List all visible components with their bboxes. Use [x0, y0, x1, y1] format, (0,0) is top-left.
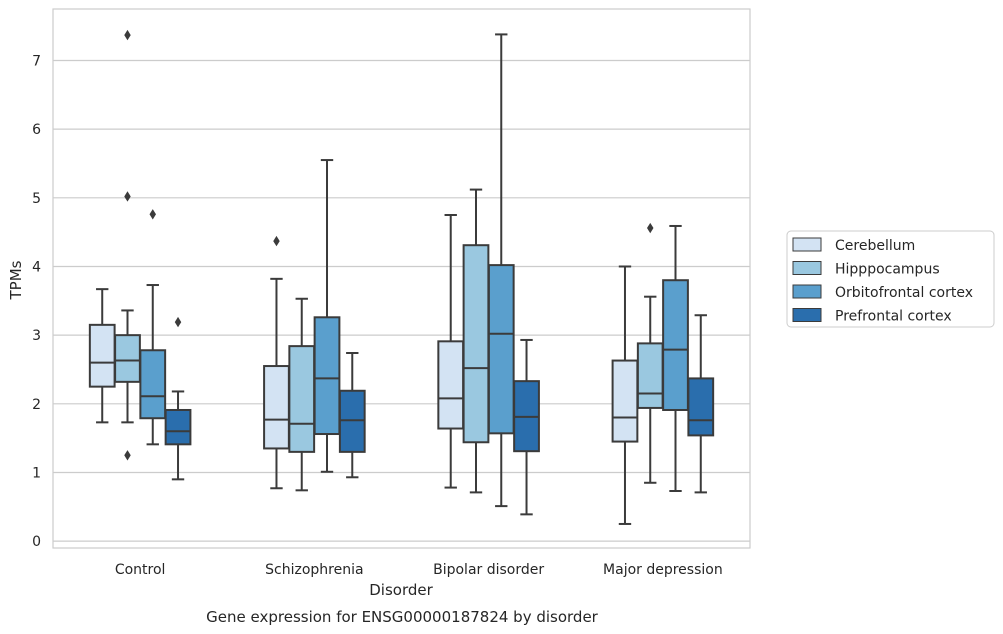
legend-swatch — [792, 284, 822, 299]
outlier-point — [124, 450, 131, 461]
legend-frame — [786, 230, 995, 328]
box — [487, 33, 515, 508]
y-tick-label: 5 — [32, 191, 41, 207]
y-tick-label: 3 — [32, 328, 41, 344]
y-tick-label: 7 — [32, 53, 41, 69]
y-tick-label: 0 — [32, 534, 41, 550]
outlier-point — [149, 209, 156, 220]
x-axis-ticks: Control Schizophrenia Bipolar disorder Majo… — [115, 562, 723, 578]
box — [636, 222, 664, 484]
outlier-point — [174, 316, 182, 328]
box — [662, 224, 689, 493]
box-body — [462, 244, 490, 444]
x-tick-label: Bipolar disorder — [433, 562, 544, 578]
legend-label: Orbitofrontal cortex — [835, 285, 973, 301]
box-groups — [88, 29, 715, 525]
y-tick-label: 2 — [32, 397, 41, 413]
box-body — [288, 345, 316, 453]
box-body — [636, 342, 664, 409]
y-tick-label: 4 — [32, 259, 41, 275]
box — [338, 351, 366, 479]
box-body — [114, 334, 141, 383]
box-body — [611, 359, 639, 443]
plot-frame — [52, 8, 751, 549]
box-body — [263, 365, 290, 450]
legend-swatch — [792, 308, 822, 322]
plot-area — [53, 9, 750, 548]
legend-label: Prefrontal cortex — [835, 309, 952, 325]
x-tick-label: Schizophrenia — [265, 562, 363, 578]
x-tick-label: Control — [115, 562, 166, 578]
y-tick-label: 6 — [32, 122, 41, 138]
box-body — [88, 323, 116, 388]
box-body — [662, 279, 689, 411]
figure-caption: Gene expression for ENSG00000187824 by d… — [206, 608, 599, 626]
box-body — [139, 349, 167, 420]
box — [611, 265, 639, 525]
y-axis-title: TPMs — [7, 260, 25, 300]
outlier-point — [124, 29, 131, 41]
y-axis-ticks: 0 1 2 3 4 5 6 7 — [32, 53, 41, 550]
box-body — [338, 389, 366, 453]
legend-swatch — [792, 237, 822, 252]
box-body — [313, 316, 341, 436]
grid-lines — [53, 59, 750, 542]
legend: Cerebellum Hipppocampus Orbitofrontal cort… — [786, 230, 995, 328]
y-tick-label: 1 — [32, 465, 41, 481]
box — [313, 159, 341, 473]
x-axis-title: Disorder — [369, 581, 433, 599]
box-body — [164, 408, 192, 446]
box-body — [487, 264, 515, 435]
box — [114, 29, 141, 461]
box — [88, 288, 116, 424]
box — [263, 235, 290, 490]
box — [164, 316, 192, 481]
legend-label: Hipppocampus — [835, 262, 940, 278]
box — [513, 338, 540, 516]
outlier-point — [124, 191, 131, 202]
box-body — [687, 377, 715, 437]
legend-swatch — [792, 261, 822, 275]
x-tick-label: Major depression — [603, 562, 723, 578]
box — [687, 314, 715, 494]
box — [139, 209, 167, 446]
legend-label: Cerebellum — [835, 238, 915, 254]
outlier-point — [647, 222, 654, 234]
outlier-point — [273, 235, 280, 247]
box-body — [437, 340, 465, 430]
